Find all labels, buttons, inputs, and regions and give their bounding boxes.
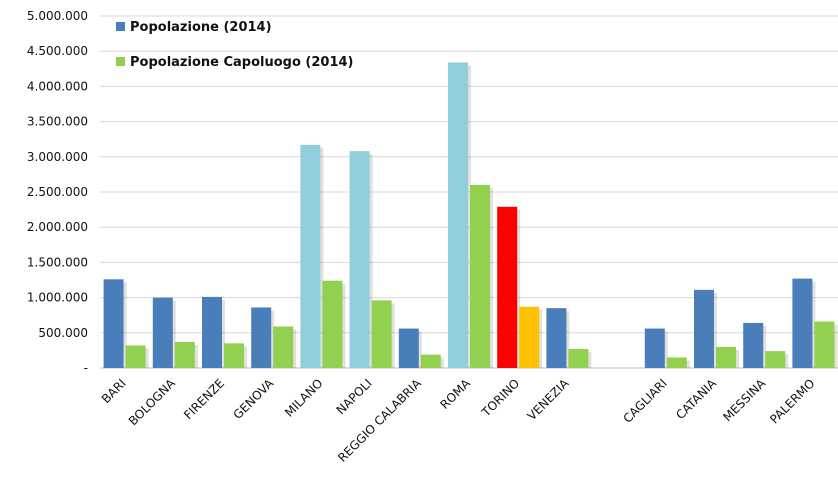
bar (519, 306, 540, 368)
bar (765, 351, 786, 368)
x-tick-label: REGGIO CALABRIA (335, 376, 424, 465)
gridlines (100, 15, 838, 334)
legend-label: Popolazione Capoluogo (2014) (130, 55, 354, 70)
bar (497, 206, 518, 368)
bar (224, 343, 244, 368)
bar (420, 354, 441, 368)
bar (716, 346, 736, 368)
bar (546, 308, 567, 368)
y-tick-label: 500.000 (38, 326, 88, 340)
bar (792, 278, 813, 368)
x-tick-label: MESSINA (720, 376, 769, 425)
bar (152, 297, 173, 368)
x-tick-label: ROMA (438, 376, 474, 412)
y-tick-label: - (84, 361, 88, 375)
x-tick-label: GENOVA (231, 376, 277, 422)
bar (666, 357, 687, 368)
legend-label: Popolazione (2014) (130, 20, 272, 35)
bar (448, 62, 468, 369)
y-tick-label: 4.500.000 (27, 44, 88, 58)
legend-item: Popolazione (2014) (116, 20, 272, 35)
legend: Popolazione (2014) Popolazione Capoluogo … (116, 20, 354, 70)
x-tick-label: FIRENZE (181, 376, 227, 422)
legend-swatch (116, 57, 125, 66)
x-tick-label: TORINO (478, 376, 522, 420)
series-1 (125, 184, 838, 368)
x-tick-label: PALERMO (767, 376, 817, 426)
series-0 (103, 62, 816, 369)
x-tick-label: BOLOGNA (126, 376, 179, 429)
bar (398, 328, 419, 368)
x-tick-label: CATANIA (673, 376, 720, 423)
bar (568, 348, 589, 368)
bar (470, 184, 490, 368)
y-tick-label: 2.000.000 (27, 220, 88, 234)
bar (174, 341, 195, 368)
bar (202, 296, 222, 368)
y-tick-label: 3.000.000 (27, 150, 88, 164)
y-tick-label: 3.500.000 (27, 115, 88, 129)
bar (371, 300, 392, 368)
bar (125, 345, 146, 368)
bars (103, 62, 838, 369)
legend-swatch (116, 22, 125, 31)
y-axis: - 500.000 1.000.000 1.500.000 2.000.000 2.500… (27, 9, 88, 375)
bar (322, 280, 343, 368)
y-tick-label: 5.000.000 (27, 9, 88, 23)
bar (103, 279, 124, 368)
bar (349, 151, 370, 368)
x-tick-label: MILANO (282, 376, 325, 419)
bar (814, 321, 835, 368)
x-tick-label: BARI (99, 376, 129, 406)
y-tick-label: 1.000.000 (27, 291, 88, 305)
bar (273, 326, 294, 368)
x-tick-label: VENEZIA (525, 376, 572, 423)
y-tick-label: 2.500.000 (27, 185, 88, 199)
bar (644, 328, 665, 368)
bar (251, 307, 272, 368)
y-tick-label: 1.500.000 (27, 255, 88, 269)
x-tick-label: NAPOLI (334, 376, 375, 417)
bar (743, 322, 764, 368)
y-tick-label: 4.000.000 (27, 79, 88, 93)
bar (694, 289, 714, 368)
bar (300, 144, 321, 368)
x-tick-label: CAGLIARI (620, 376, 669, 425)
legend-item: Popolazione Capoluogo (2014) (116, 55, 354, 70)
